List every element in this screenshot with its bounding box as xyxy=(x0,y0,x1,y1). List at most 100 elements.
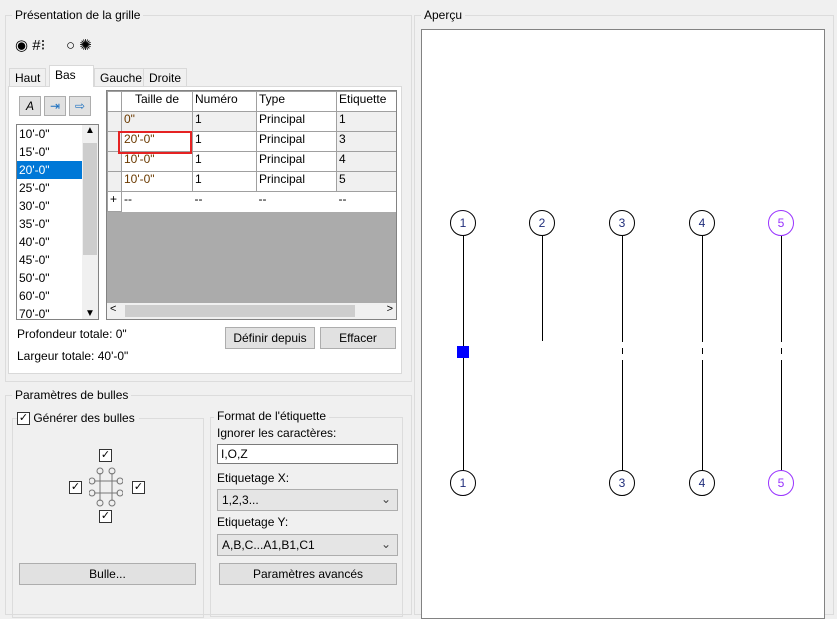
size-list-item[interactable]: 20'-0" xyxy=(17,161,98,179)
table-cell[interactable]: 10'-0" xyxy=(121,171,193,192)
table-cell[interactable]: 5 xyxy=(336,171,396,192)
col-header[interactable]: Etiquette xyxy=(336,91,396,112)
grid-line xyxy=(542,236,543,341)
grid-bubble-top[interactable]: 3 xyxy=(609,210,635,236)
group-title: Paramètres de bulles xyxy=(12,388,132,402)
size-list-item[interactable]: 45'-0" xyxy=(19,253,50,267)
table-cell[interactable]: -- xyxy=(258,192,267,206)
y-labeling-select[interactable]: A,B,C...A1,B1,C1 ⌄ xyxy=(217,534,398,556)
grid-bubble-bottom[interactable]: 3 xyxy=(609,470,635,496)
bubble-left-checkbox[interactable]: ✓ xyxy=(69,481,82,494)
table-cell[interactable]: 10'-0" xyxy=(121,151,193,172)
radio-radial[interactable]: ○ ✺ xyxy=(66,37,92,54)
group-title: Aperçu xyxy=(421,8,466,22)
edit-text-icon[interactable]: A xyxy=(19,96,41,116)
size-list-item[interactable]: 60'-0" xyxy=(19,289,50,303)
tab-droite[interactable]: Droite xyxy=(143,68,188,86)
grid-line xyxy=(622,236,623,342)
table-cell[interactable]: 0" xyxy=(121,111,193,132)
grid-bubble-bottom[interactable]: 1 xyxy=(450,470,476,496)
ignore-chars-input[interactable]: I,O,Z xyxy=(217,444,398,464)
bubble-bottom-checkbox[interactable]: ✓ xyxy=(99,510,112,523)
table-cell[interactable]: 1 xyxy=(336,111,396,132)
grid-line xyxy=(702,236,703,342)
bubble-layout-icon xyxy=(89,467,123,507)
size-list-item[interactable]: 40'-0" xyxy=(19,235,50,249)
grid-bubble-top[interactable]: 5 xyxy=(768,210,794,236)
tab-haut[interactable]: Haut xyxy=(9,68,47,86)
table-cell[interactable]: Principal xyxy=(256,171,337,192)
grid-bubble-top[interactable]: 1 xyxy=(450,210,476,236)
size-list-item[interactable]: 15'-0" xyxy=(19,145,50,159)
bubble-top-checkbox[interactable]: ✓ xyxy=(99,449,112,462)
tab-gauche[interactable]: Gauche xyxy=(94,68,149,86)
table-row[interactable]: 0" 1 Principal 1 xyxy=(107,111,396,132)
group-title: Présentation de la grille xyxy=(12,8,144,22)
size-list-item[interactable]: 10'-0" xyxy=(19,127,50,141)
y-labeling-label: Etiquetage Y: xyxy=(217,515,289,529)
insert-row-icon[interactable]: ⇥ xyxy=(44,96,66,116)
append-row-icon[interactable]: ⇨ xyxy=(69,96,91,116)
grid-bubble-top[interactable]: 4 xyxy=(689,210,715,236)
rect-grid-icon: #⁝ xyxy=(32,37,46,54)
size-list-item[interactable]: 25'-0" xyxy=(19,181,50,195)
bubble-button[interactable]: Bulle... xyxy=(19,563,196,585)
col-header[interactable]: Numéro xyxy=(192,91,257,112)
ignore-chars-label: Ignorer les caractères: xyxy=(217,426,337,440)
generate-bubbles-label: Générer des bulles xyxy=(33,411,135,425)
generate-bubbles-checkbox[interactable]: ✓ Générer des bulles xyxy=(17,411,139,426)
table-cell[interactable]: 4 xyxy=(336,151,396,172)
selected-grip[interactable] xyxy=(457,346,469,358)
table-row[interactable]: 10'-0" 1 Principal 5 xyxy=(107,171,396,192)
group-title: Format de l'étiquette xyxy=(214,409,330,423)
table-cell[interactable]: 3 xyxy=(336,131,396,152)
grid-bubble-bottom[interactable]: 5 xyxy=(768,470,794,496)
grid-line xyxy=(622,348,623,354)
preview-canvas: 1 2 3 4 5 1 3 4 5 xyxy=(421,29,825,619)
bubble-right-checkbox[interactable]: ✓ xyxy=(132,481,145,494)
size-list-item[interactable]: 35'-0" xyxy=(19,217,50,231)
list-scrollbar[interactable]: ▲ ▼ xyxy=(82,125,98,319)
radio-rectangular[interactable]: ◉ #⁝ xyxy=(15,37,46,54)
table-hscrollbar[interactable]: < > xyxy=(107,303,396,319)
table-cell[interactable]: 1 xyxy=(192,151,257,172)
table-header: Taille de Numéro Type Etiquette xyxy=(107,91,396,112)
table-row[interactable]: 10'-0" 1 Principal 4 xyxy=(107,151,396,172)
size-list-item[interactable]: 50'-0" xyxy=(19,271,50,285)
table-cell[interactable]: Principal xyxy=(256,131,337,152)
clear-button[interactable]: Effacer xyxy=(320,327,396,349)
grid-presentation-group: Présentation de la grille xyxy=(5,8,412,382)
grid-line xyxy=(702,348,703,354)
x-labeling-value: 1,2,3... xyxy=(222,493,259,507)
tab-bas[interactable]: Bas xyxy=(49,65,94,87)
size-list-item[interactable]: 70'-0" xyxy=(19,307,50,320)
new-row[interactable]: + -- -- -- -- xyxy=(107,191,397,212)
define-from-button[interactable]: Définir depuis xyxy=(225,327,315,349)
table-cell[interactable]: 1 xyxy=(192,111,257,132)
size-list-item[interactable]: 30'-0" xyxy=(19,199,50,213)
grid-bubble-bottom[interactable]: 4 xyxy=(689,470,715,496)
row-header[interactable] xyxy=(107,171,122,192)
col-header[interactable]: Taille de xyxy=(121,91,193,112)
table-cell[interactable]: -- xyxy=(194,192,203,206)
grid-line xyxy=(781,236,782,342)
table-cell[interactable]: 1 xyxy=(192,131,257,152)
row-header[interactable] xyxy=(107,111,122,132)
table-cell[interactable]: Principal xyxy=(256,111,337,132)
advanced-settings-button[interactable]: Paramètres avancés xyxy=(219,563,397,585)
grid-line xyxy=(702,360,703,472)
table-cell[interactable]: Principal xyxy=(256,151,337,172)
table-cell[interactable]: -- xyxy=(338,192,347,206)
col-header[interactable]: Type xyxy=(256,91,337,112)
total-width: Largeur totale: 40'-0" xyxy=(17,349,129,363)
total-depth: Profondeur totale: 0" xyxy=(17,327,127,341)
grid-line xyxy=(781,348,782,354)
table-cell[interactable]: 1 xyxy=(192,171,257,192)
grid-bubble-top[interactable]: 2 xyxy=(529,210,555,236)
y-labeling-value: A,B,C...A1,B1,C1 xyxy=(222,538,315,552)
table-cell[interactable]: -- xyxy=(124,192,132,206)
x-labeling-select[interactable]: 1,2,3... ⌄ xyxy=(217,489,398,511)
radial-grid-icon: ✺ xyxy=(79,37,92,54)
grid-line xyxy=(622,360,623,472)
row-header[interactable] xyxy=(107,151,122,172)
